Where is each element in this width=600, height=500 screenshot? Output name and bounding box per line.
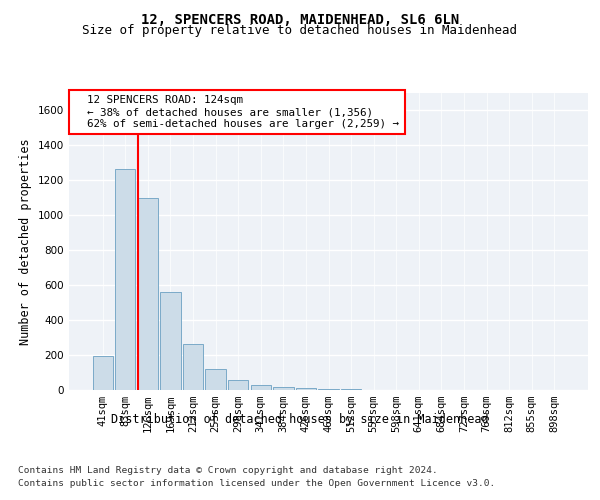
Text: 12 SPENCERS ROAD: 124sqm
  ← 38% of detached houses are smaller (1,356)
  62% of: 12 SPENCERS ROAD: 124sqm ← 38% of detach… (74, 96, 399, 128)
Text: Contains HM Land Registry data © Crown copyright and database right 2024.: Contains HM Land Registry data © Crown c… (18, 466, 438, 475)
Text: Distribution of detached houses by size in Maidenhead: Distribution of detached houses by size … (111, 412, 489, 426)
Bar (160, 292, 181, 390)
Bar (205, 369, 226, 390)
Bar (296, 388, 316, 390)
Y-axis label: Number of detached properties: Number of detached properties (19, 138, 32, 344)
Text: Contains public sector information licensed under the Open Government Licence v3: Contains public sector information licen… (18, 479, 495, 488)
Text: 12, SPENCERS ROAD, MAIDENHEAD, SL6 6LN: 12, SPENCERS ROAD, MAIDENHEAD, SL6 6LN (141, 12, 459, 26)
Bar (115, 168, 136, 390)
Bar (138, 198, 158, 390)
Bar (251, 385, 271, 390)
Bar (228, 380, 248, 390)
Bar (319, 389, 338, 390)
Text: Size of property relative to detached houses in Maidenhead: Size of property relative to detached ho… (83, 24, 517, 37)
Bar (183, 344, 203, 390)
Bar (92, 356, 113, 390)
Bar (273, 386, 293, 390)
